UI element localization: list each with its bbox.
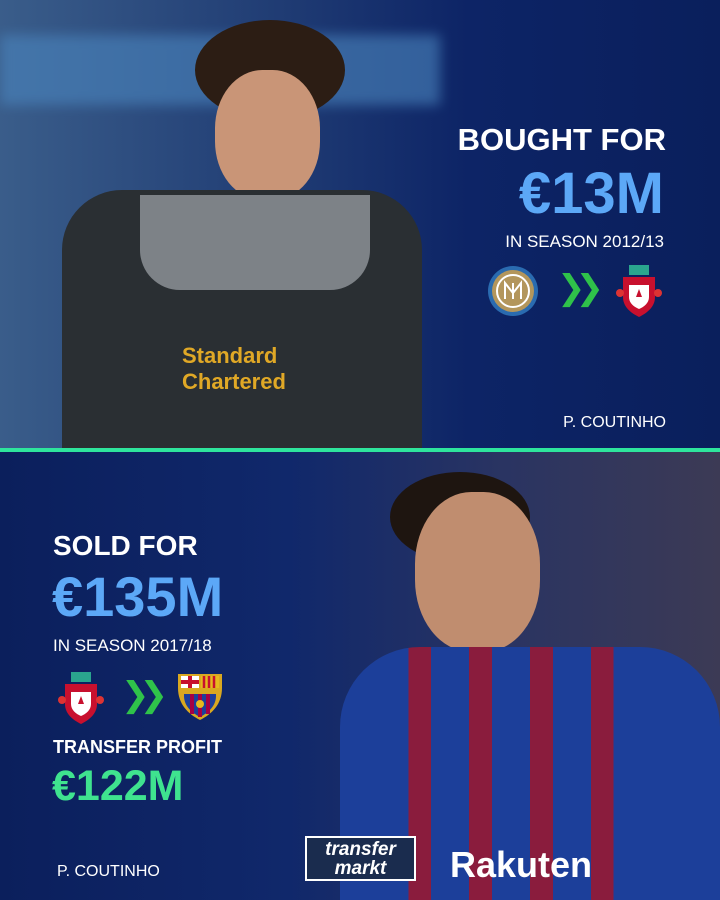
player-photo-barcelona: Rakuten [320,452,720,900]
barcelona-crest-icon [176,670,226,724]
jersey-sponsor: Rakuten [450,844,593,885]
bought-player-name: P. COUTINHO [563,414,666,431]
liverpool-crest-icon [615,263,665,317]
sold-heading: SOLD FOR [53,530,198,561]
profit-amount: €122M [52,762,184,810]
jersey-sponsor: Standard Chartered [182,343,286,394]
bought-heading: BOUGHT FOR [457,122,666,157]
profit-label: TRANSFER PROFIT [53,737,222,757]
inter-milan-crest-icon [487,265,538,319]
logo-line-2: markt [334,858,387,879]
section-divider [0,448,720,452]
sold-player-name: P. COUTINHO [57,863,160,880]
sold-panel: Rakuten SOLD FOR €135M IN SEASON 2017/18… [0,452,720,900]
player-photo-liverpool: Standard Chartered [0,0,440,448]
bought-panel: Standard Chartered BOUGHT FOR €13M IN SE… [0,0,720,448]
transfer-arrow-icon: ❯❯ [557,269,604,307]
transfermarkt-logo: transfer markt [305,836,416,881]
bought-amount: €13M [518,161,664,226]
transfer-arrow-icon: ❯❯ [121,676,168,714]
sold-season: IN SEASON 2017/18 [53,636,212,655]
logo-line-1: transfer [325,839,396,860]
sold-amount: €135M [52,565,224,628]
liverpool-crest-icon [57,670,107,724]
bought-season: IN SEASON 2012/13 [505,232,664,251]
